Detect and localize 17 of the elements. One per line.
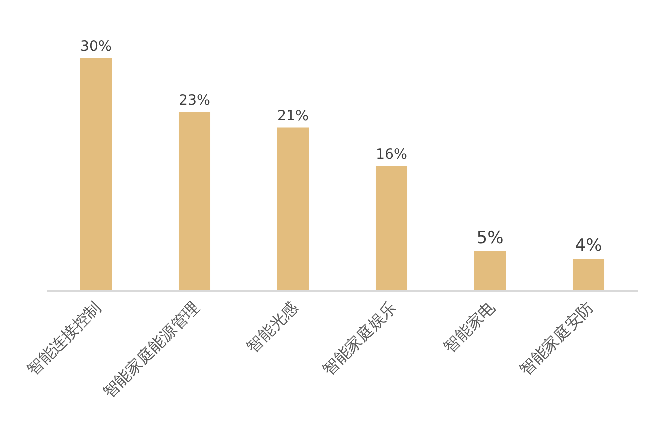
data-label: 16% — [376, 147, 408, 164]
data-label: 5% — [476, 228, 504, 248]
data-label: 30% — [80, 39, 112, 56]
x-tick-label: 智能家庭安防 — [516, 298, 598, 380]
data-label: 4% — [575, 236, 602, 256]
x-tick-label: 智能连接控制 — [23, 298, 105, 380]
x-tick-label: 智能光感 — [243, 298, 302, 357]
bar — [277, 128, 310, 290]
bar — [178, 112, 211, 290]
x-tick-label: 智能家电 — [440, 298, 499, 357]
bar — [376, 166, 408, 290]
bar — [474, 251, 506, 290]
bar — [80, 58, 112, 290]
bar — [572, 259, 605, 290]
x-tick-label: 智能家庭娱乐 — [318, 298, 400, 380]
data-label: 21% — [278, 108, 309, 125]
data-label: 23% — [179, 93, 210, 110]
